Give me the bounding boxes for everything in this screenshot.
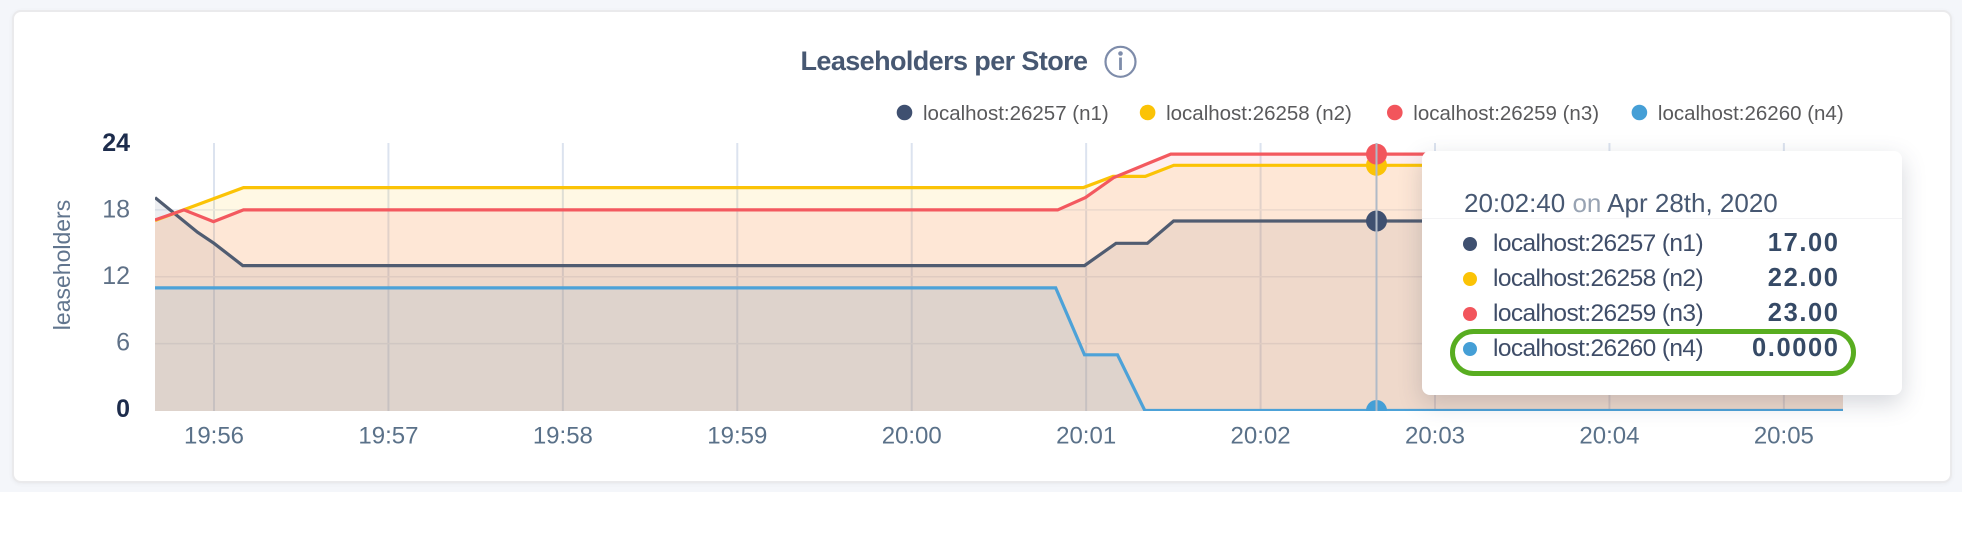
svg-text:18: 18 [102, 196, 130, 224]
svg-text:20:05: 20:05 [1754, 423, 1814, 450]
svg-text:localhost:26259 (n3): localhost:26259 (n3) [1413, 102, 1599, 125]
svg-text:20:00: 20:00 [882, 423, 942, 450]
svg-text:19:58: 19:58 [533, 423, 593, 450]
svg-text:19:57: 19:57 [358, 423, 418, 450]
svg-text:20:04: 20:04 [1579, 423, 1639, 450]
svg-text:19:56: 19:56 [184, 423, 244, 450]
svg-text:20:03: 20:03 [1405, 423, 1465, 450]
svg-text:19:59: 19:59 [707, 423, 767, 450]
svg-text:6: 6 [116, 329, 130, 357]
svg-text:localhost:26258 (n2): localhost:26258 (n2) [1166, 102, 1352, 125]
svg-text:12: 12 [102, 262, 130, 290]
svg-text:24: 24 [102, 129, 130, 157]
svg-text:localhost:26257 (n1): localhost:26257 (n1) [923, 102, 1109, 125]
svg-text:0: 0 [116, 395, 130, 423]
svg-text:20:01: 20:01 [1056, 423, 1116, 450]
svg-text:Leaseholders per Store: Leaseholders per Store [801, 46, 1088, 76]
svg-text:leaseholders: leaseholders [49, 200, 75, 330]
svg-text:localhost:26260 (n4): localhost:26260 (n4) [1658, 102, 1844, 125]
svg-text:20:02: 20:02 [1231, 423, 1291, 450]
